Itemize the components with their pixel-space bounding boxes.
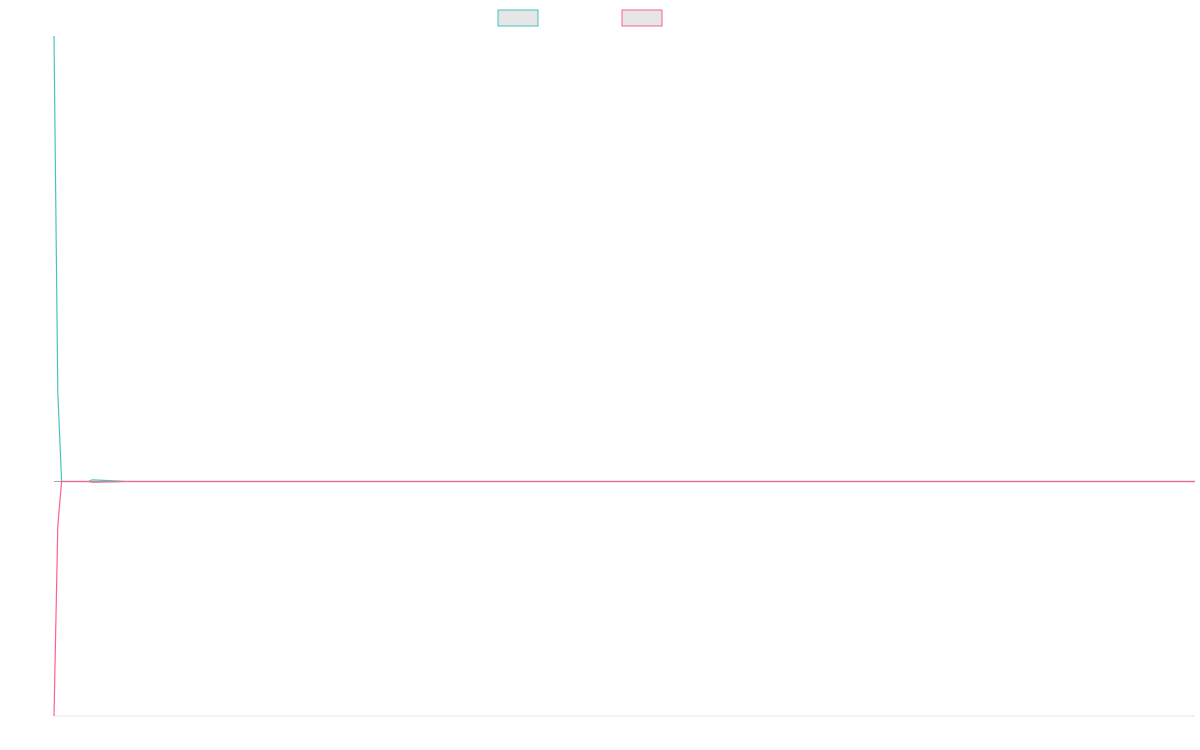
legend (497, 9, 663, 27)
legend-swatch-2[interactable] (621, 9, 663, 27)
series-layer (53, 35, 1195, 717)
axes (54, 481, 1195, 717)
series-line-1 (53, 35, 1195, 483)
legend-swatch-1[interactable] (497, 9, 539, 27)
series-line-2 (53, 480, 1195, 717)
